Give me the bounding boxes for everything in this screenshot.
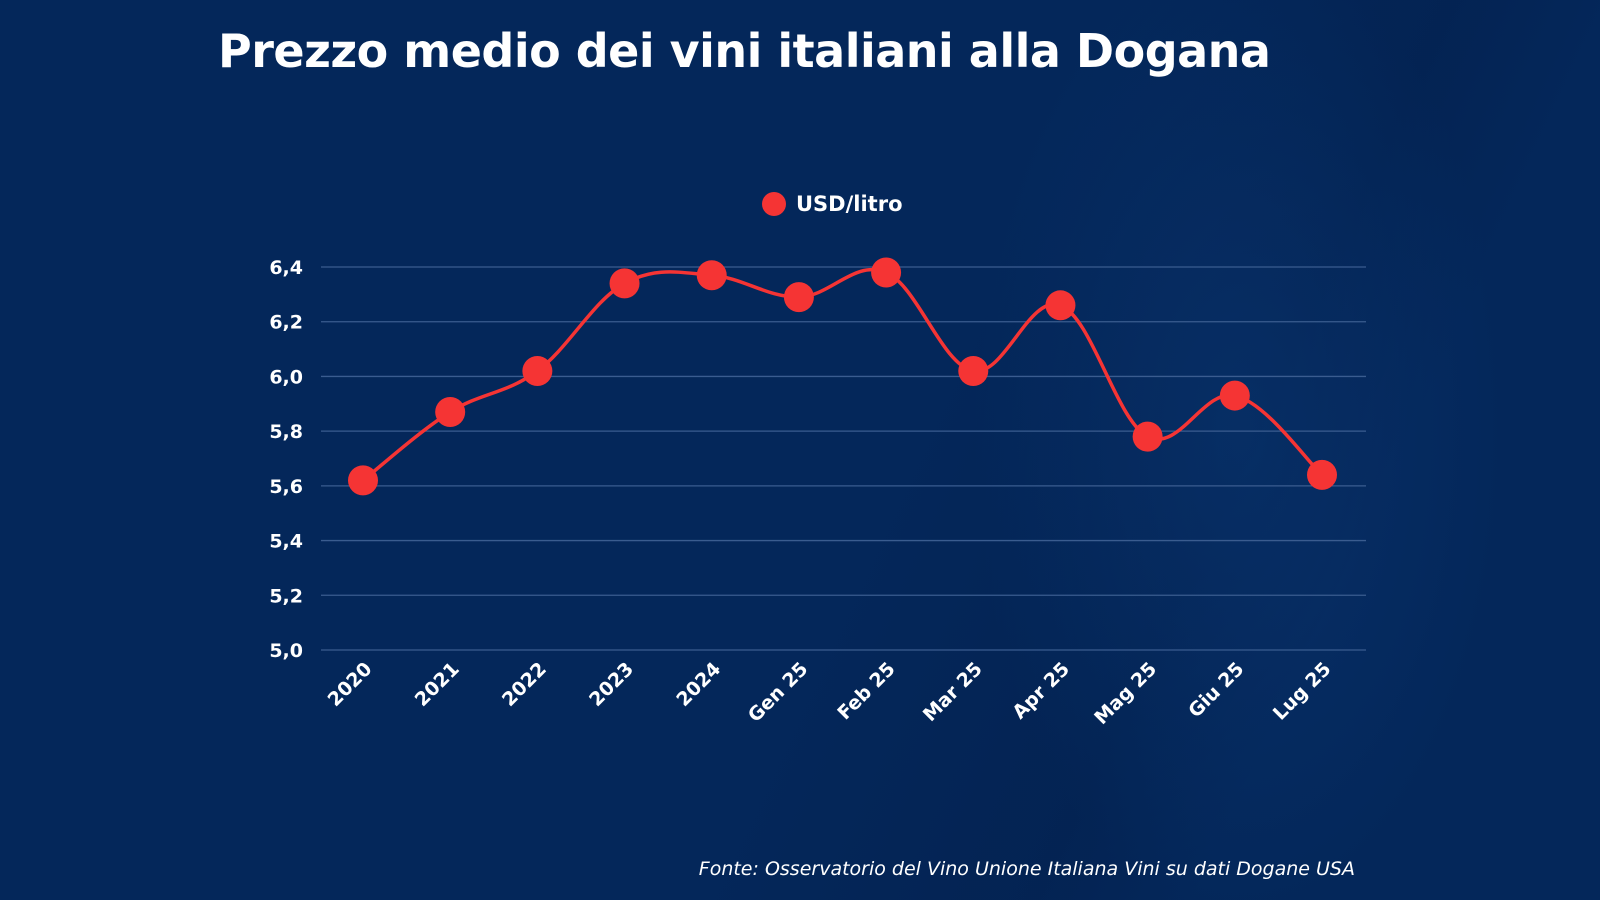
data-point-apr-25 bbox=[1045, 290, 1076, 321]
chart-title: Prezzo medio dei vini italiani alla Doga… bbox=[218, 24, 1271, 78]
legend: USD/litro bbox=[762, 192, 903, 216]
x-tick-label: Feb 25 bbox=[833, 658, 899, 724]
y-tick-label: 6,4 bbox=[269, 257, 303, 279]
x-tick-label: 2021 bbox=[411, 658, 464, 711]
data-point-2023 bbox=[609, 268, 640, 299]
gridlines bbox=[321, 266, 1366, 651]
y-tick-label: 5,6 bbox=[269, 476, 303, 498]
data-point-2022 bbox=[522, 355, 553, 386]
y-tick-label: 6,0 bbox=[269, 366, 303, 388]
source-note: Fonte: Osservatorio del Vino Unione Ital… bbox=[698, 858, 1355, 880]
data-point-mag-25 bbox=[1132, 421, 1163, 452]
data-point-giu-25 bbox=[1219, 380, 1250, 411]
data-point-2024 bbox=[696, 260, 727, 291]
x-tick-label: Mag 25 bbox=[1090, 658, 1161, 729]
data-point-lug-25 bbox=[1307, 459, 1337, 490]
x-tick-label: Lug 25 bbox=[1269, 658, 1336, 725]
series-line bbox=[361, 267, 1324, 482]
series-usd-litro bbox=[348, 257, 1337, 496]
x-tick-label: 2022 bbox=[498, 658, 551, 711]
y-tick-label: 5,4 bbox=[269, 531, 303, 553]
legend-marker-icon bbox=[762, 192, 786, 216]
y-tick-label: 5,2 bbox=[269, 585, 303, 607]
data-point-2021 bbox=[435, 396, 466, 427]
x-tick-label: 2023 bbox=[585, 658, 638, 711]
x-tick-label: Apr 25 bbox=[1008, 658, 1074, 724]
data-point-gen-25 bbox=[783, 282, 814, 313]
x-tick-label: Mar 25 bbox=[919, 658, 987, 726]
y-axis: 5,0 5,2 5,4 5,6 5,8 6,0 6,2 6,4 bbox=[269, 257, 303, 662]
y-tick-label: 5,8 bbox=[269, 421, 303, 443]
data-point-2020 bbox=[348, 465, 378, 496]
y-tick-label: 5,0 bbox=[269, 640, 303, 662]
data-point-mar-25 bbox=[958, 355, 989, 386]
x-axis: 2020 2021 2022 2023 2024 Gen 25 Feb 25 Mar 25 Ap… bbox=[324, 658, 1336, 729]
data-point-feb-25 bbox=[871, 257, 902, 288]
x-tick-label: 2020 bbox=[324, 658, 377, 711]
legend-label: USD/litro bbox=[796, 192, 903, 216]
x-tick-label: Gen 25 bbox=[744, 658, 813, 727]
x-tick-label: Giu 25 bbox=[1184, 658, 1248, 722]
y-tick-label: 6,2 bbox=[269, 312, 303, 334]
x-tick-label: 2024 bbox=[672, 658, 725, 711]
